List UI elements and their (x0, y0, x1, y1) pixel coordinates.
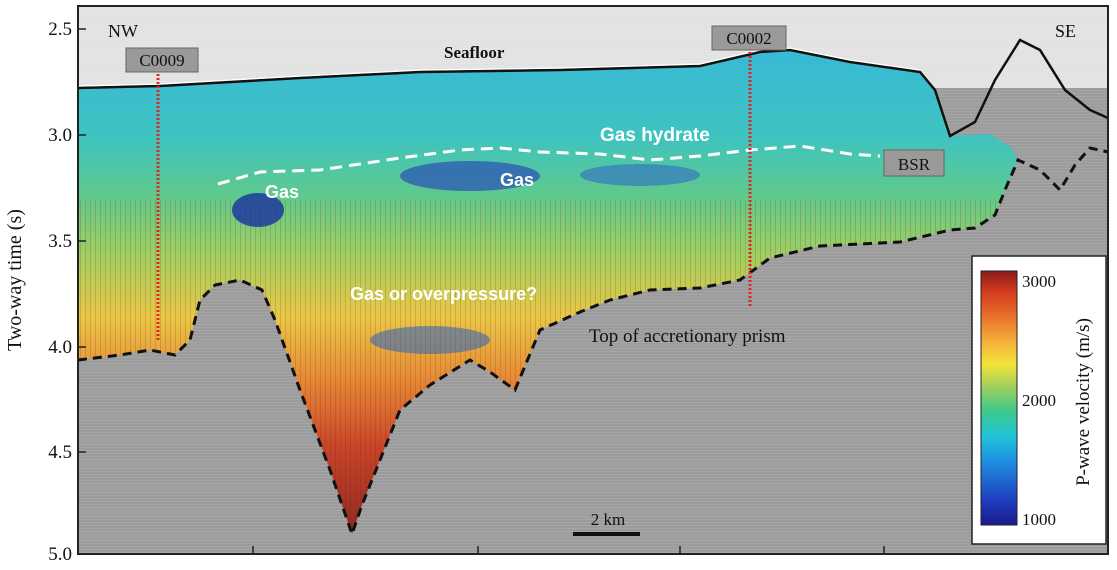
gas-zone-west (232, 193, 284, 227)
y-tick-4.0: 4.0 (48, 337, 72, 358)
bsr-label-box (883, 149, 945, 177)
y-tick-3.0: 3.0 (48, 125, 72, 146)
y-tick-2.5: 2.5 (48, 19, 72, 40)
annotation-bsr: BSR (898, 155, 931, 174)
well-label-box-c0002 (711, 25, 787, 51)
y-tick-5.0: 5.0 (48, 544, 72, 565)
scale-bar-label: 2 km (591, 510, 625, 529)
plot-frame (77, 5, 1109, 555)
label-nw: NW (108, 21, 138, 41)
label-se: SE (1055, 21, 1076, 41)
y-tick-4.5: 4.5 (48, 442, 72, 463)
colorbar-tick-1000: 1000 (1022, 510, 1056, 529)
annotation-gas-west: Gas (265, 182, 299, 202)
gas-zone-east (580, 164, 700, 186)
annotation-gas-hydrate: Gas hydrate (600, 125, 710, 146)
gas-zone-central (400, 161, 540, 191)
annotation-prism: Top of accretionary prism (589, 326, 786, 347)
bsr-line (217, 144, 881, 186)
colorbar-tick-3000: 3000 (1022, 272, 1056, 291)
velocity-texture (78, 200, 1005, 534)
colorbar-label: P-wave velocity (m/s) (1073, 318, 1094, 486)
seafloor-highlight (77, 47, 921, 87)
colorbar-gradient (980, 270, 1018, 526)
seafloor-line (77, 38, 1109, 138)
annotation-seafloor: Seafloor (444, 43, 505, 62)
colorbar-tick-2000: 2000 (1022, 391, 1056, 410)
low-velocity-lens (370, 326, 490, 354)
well-label-box-c0009 (125, 47, 199, 73)
y-axis-ticks (78, 28, 86, 453)
well-label-c0009: C0009 (139, 51, 184, 70)
annotation-gas-central: Gas (500, 170, 534, 190)
x-axis-ticks (252, 546, 885, 554)
prism-top-line (77, 146, 1109, 539)
y-tick-3.5: 3.5 (48, 231, 72, 252)
annotation-overpressure: Gas or overpressure? (350, 284, 537, 304)
well-label-c0002: C0002 (726, 29, 771, 48)
